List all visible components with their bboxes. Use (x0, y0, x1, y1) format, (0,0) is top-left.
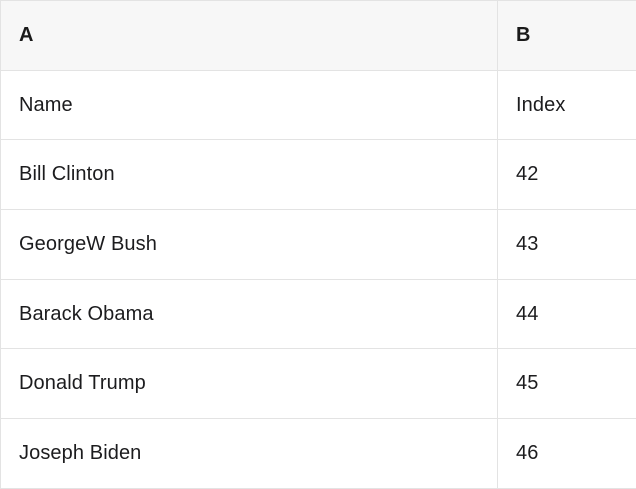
table-row: Donald Trump 45 (1, 349, 636, 420)
table-cell[interactable]: GeorgeW Bush (1, 210, 498, 279)
table-row: Joseph Biden 46 (1, 419, 636, 489)
table-cell[interactable]: 45 (516, 372, 539, 395)
table-row: Name Index (1, 70, 636, 141)
table-cell[interactable]: 44 (516, 302, 539, 325)
table-cell[interactable]: Bill Clinton (1, 140, 498, 210)
table-cell[interactable]: 42 (516, 163, 539, 186)
column-header-row: A B (1, 1, 636, 71)
table-cell[interactable]: Donald Trump (1, 349, 498, 419)
table-row: Bill Clinton 42 (1, 140, 636, 211)
table-body: Name Index Bill Clinton 42 GeorgeW Bush 43 Bar… (1, 70, 636, 489)
table-cell[interactable]: 46 (516, 441, 539, 464)
table-cell[interactable]: Barack Obama (1, 279, 498, 349)
table-cell[interactable]: 43 (516, 232, 539, 255)
table-row: Barack Obama 44 (1, 279, 636, 350)
table-cell[interactable]: Name (1, 70, 498, 140)
column-header-b[interactable]: B (516, 23, 531, 46)
table-row: GeorgeW Bush 43 (1, 210, 636, 280)
table-cell[interactable]: Index (516, 93, 566, 116)
column-header-a[interactable]: A (1, 1, 498, 70)
table-cell[interactable]: Joseph Biden (1, 419, 498, 488)
